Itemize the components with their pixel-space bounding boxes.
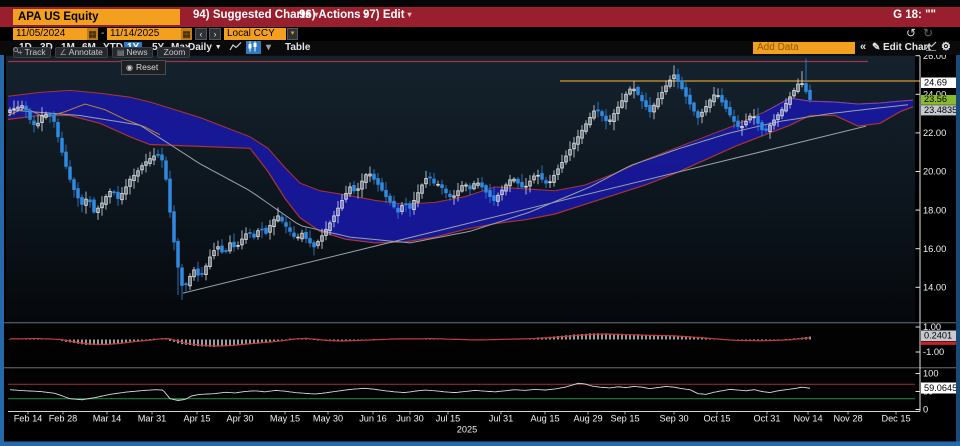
svg-text:Sep 30: Sep 30 — [659, 414, 688, 424]
svg-text:16.00: 16.00 — [923, 244, 946, 254]
track-button[interactable]: + Track — [13, 47, 51, 58]
zoom-reset-menu-item[interactable]: ◉ Reset — [126, 62, 159, 72]
window-top-strip — [0, 0, 960, 8]
svg-text:Mar 31: Mar 31 — [138, 414, 167, 424]
svg-text:May 15: May 15 — [270, 414, 300, 424]
date-range-row: 11/05/2024 ▦ - 11/14/2025 ▦ ‹ › Local CC… — [0, 27, 960, 41]
svg-text:Sep 15: Sep 15 — [610, 414, 639, 424]
chart-function-ref: G 18: "" — [893, 9, 936, 21]
macd-axis: 1.00 -1.00 0.2401 — [915, 322, 960, 357]
macd-panel — [9, 333, 811, 348]
svg-text:Oct 31: Oct 31 — [753, 414, 780, 424]
svg-text:May 30: May 30 — [313, 414, 343, 424]
gear-icon[interactable]: ⚙ — [941, 41, 951, 53]
svg-text:Dec 15: Dec 15 — [881, 414, 910, 424]
news-icon: ▤ — [116, 48, 125, 57]
date-axis: Feb 14 Feb 28 Mar 14 Mar 31 Apr 15 Apr 30 May … — [14, 411, 911, 435]
undo-icon[interactable]: ↺ — [906, 26, 917, 40]
annotate-icon: ∠ — [59, 48, 67, 57]
frequency-select[interactable]: Daily ▼ — [188, 42, 222, 53]
macd-plot-area[interactable] — [6, 323, 915, 368]
svg-text:Jul 31: Jul 31 — [489, 414, 514, 424]
chart-studies-icon[interactable] — [925, 41, 940, 54]
svg-text:0: 0 — [923, 405, 928, 415]
svg-text:100: 100 — [923, 369, 939, 379]
svg-text:Oct 15: Oct 15 — [703, 414, 730, 424]
window-border — [0, 55, 960, 446]
svg-text:0.2401: 0.2401 — [924, 330, 952, 340]
end-date-calendar-icon[interactable]: ▦ — [181, 28, 192, 40]
rsi-axis: 10050059.0645 — [915, 369, 959, 415]
svg-text:26.00: 26.00 — [923, 51, 946, 61]
year-label: 2025 — [457, 425, 477, 435]
candlestick-series — [8, 58, 812, 300]
title-bar: APA US Equity 94) Suggested Charts ▾ 96) A… — [0, 7, 960, 27]
edit-chart-button[interactable]: Edit Chart — [883, 42, 931, 53]
svg-text:Jun 30: Jun 30 — [396, 414, 424, 424]
rsi-plot-area[interactable] — [6, 368, 915, 412]
line-chart-type-button[interactable] — [229, 41, 244, 54]
crosshair-icon: + — [18, 48, 23, 57]
start-date-input[interactable]: 11/05/2024 — [13, 28, 87, 40]
svg-text:24.00: 24.00 — [923, 90, 946, 100]
chart-type-dropdown-icon[interactable]: ▾ — [266, 42, 272, 53]
svg-text:59.0645: 59.0645 — [924, 383, 957, 393]
menu--actions[interactable]: 96) Actions ▾ — [299, 9, 368, 21]
svg-text:20.00: 20.00 — [923, 167, 946, 177]
date-range-separator: - — [101, 28, 105, 39]
reset-icon: ◉ — [126, 63, 133, 72]
menu--edit[interactable]: 97) Edit ▾ — [363, 9, 412, 21]
collapse-panel-icon[interactable]: « — [860, 41, 867, 53]
svg-text:23.56: 23.56 — [924, 94, 947, 104]
svg-text:Mar 14: Mar 14 — [93, 414, 122, 424]
add-data-input[interactable]: Add Data — [753, 42, 855, 54]
ichimoku-cloud — [7, 89, 914, 244]
svg-text:14.00: 14.00 — [923, 283, 946, 293]
svg-text:-1.00: -1.00 — [923, 347, 944, 357]
candlestick-chart-type-button[interactable] — [246, 41, 261, 54]
svg-text:Feb 28: Feb 28 — [49, 414, 78, 424]
pencil-icon: ✎ — [872, 42, 881, 53]
svg-text:Jun 16: Jun 16 — [359, 414, 387, 424]
redo-icon[interactable]: ↻ — [923, 26, 934, 40]
rsi-panel — [8, 382, 915, 401]
svg-text:Aug 29: Aug 29 — [573, 414, 602, 424]
zoom-button[interactable]: Zoom — [13, 47, 191, 58]
svg-text:Jul 15: Jul 15 — [436, 414, 461, 424]
svg-text:24.69: 24.69 — [924, 77, 947, 87]
chevron-down-icon: ▼ — [214, 44, 222, 51]
svg-text:Apr 15: Apr 15 — [183, 414, 210, 424]
news-button[interactable]: ▤ News — [111, 47, 153, 58]
svg-text:Nov 14: Nov 14 — [793, 414, 822, 424]
start-date-calendar-icon[interactable]: ▦ — [87, 28, 98, 40]
zoom-menu: ◉ Reset — [121, 60, 167, 75]
annotate-button[interactable]: ∠ Annotate — [54, 47, 108, 58]
chart-tools-overlay: + Track ∠ Annotate ▤ News Zoom — [13, 47, 191, 58]
svg-text:Aug 15: Aug 15 — [530, 414, 559, 424]
end-date-input[interactable]: 11/14/2025 — [107, 28, 181, 40]
next-range-button[interactable]: › — [209, 28, 221, 40]
security-input[interactable]: APA US Equity — [13, 9, 180, 25]
svg-text:1.00: 1.00 — [923, 322, 941, 332]
svg-text:Feb 14: Feb 14 — [14, 414, 43, 424]
currency-dropdown-icon[interactable]: ▾ — [287, 28, 298, 40]
table-button[interactable]: Table — [285, 42, 311, 53]
svg-text:Nov 28: Nov 28 — [833, 414, 862, 424]
menu--suggested-charts[interactable]: 94) Suggested Charts ▾ — [193, 9, 319, 21]
svg-text:22.00: 22.00 — [923, 128, 946, 138]
prev-range-button[interactable]: ‹ — [195, 28, 207, 40]
svg-text:18.00: 18.00 — [923, 205, 946, 215]
svg-text:23.4835: 23.4835 — [924, 105, 957, 115]
price-axis: 26.00 24.00 22.00 20.00 18.00 16.00 14.00 24.69… — [915, 51, 960, 293]
svg-text:Apr 30: Apr 30 — [226, 414, 253, 424]
currency-select[interactable]: Local CCY — [224, 28, 286, 40]
